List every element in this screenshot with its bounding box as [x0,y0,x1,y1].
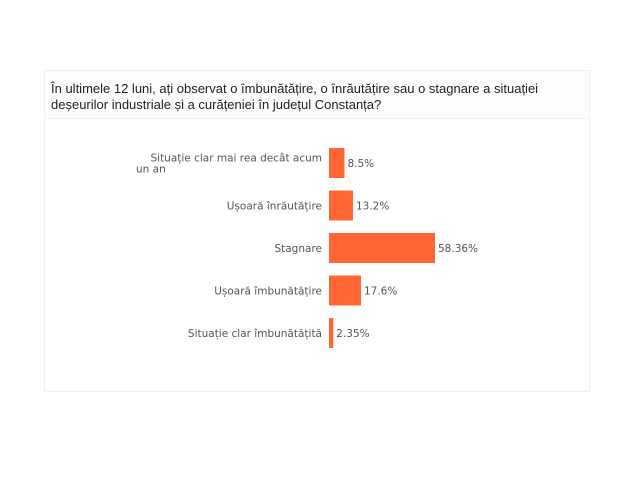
category-label: Ușoară înrăutățire [227,201,322,213]
category-label: Ușoară îmbunătățire [214,286,322,298]
value-label: 2.35% [336,328,369,340]
bar [329,190,353,221]
question-title: În ultimele 12 luni, ați observat o îmbu… [51,81,539,112]
category-label: Situație clar mai rea decât acum [150,153,322,165]
chart-card: În ultimele 12 luni, ați observat o îmbu… [44,70,590,392]
bar [329,148,345,178]
bar [329,275,361,306]
value-label: 17.6% [364,286,397,298]
value-label: 8.5% [347,158,374,170]
value-label: 58.36% [438,243,478,255]
bar [329,233,435,263]
category-label: Situație clar îmbunătățită [188,328,322,340]
category-label: un an [136,164,166,176]
value-label: 13.2% [356,201,389,213]
category-label: Stagnare [274,243,322,255]
bar [329,318,334,348]
card-header: În ultimele 12 luni, ați observat o îmbu… [45,71,589,119]
